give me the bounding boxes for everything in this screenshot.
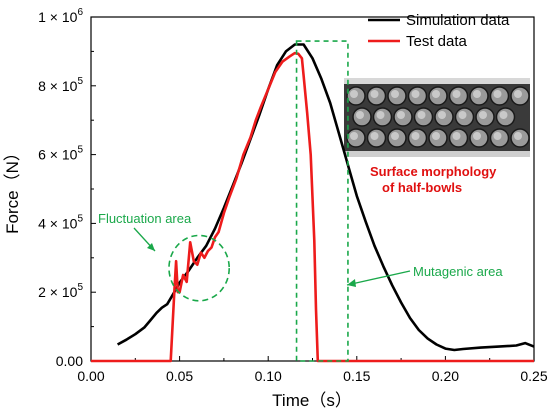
legend-label-test: Test data	[406, 33, 468, 50]
half-bowl-highlight	[356, 111, 364, 119]
half-bowl-highlight	[499, 111, 508, 119]
half-bowl-highlight	[350, 90, 358, 98]
y-tick-label: 0.00	[56, 353, 83, 369]
y-tick-label: 1 × 106	[38, 7, 83, 25]
mutagenic-arrow	[346, 270, 411, 286]
y-tick-mantissa: 4 × 10	[38, 215, 78, 231]
x-axis-label: Time（s）	[272, 391, 352, 410]
half-bowl-highlight	[370, 132, 379, 140]
y-tick-exponent: 5	[77, 145, 83, 156]
half-bowl-highlight	[432, 132, 440, 140]
y-tick-mantissa: 0.00	[56, 353, 83, 369]
half-bowl-highlight	[391, 132, 399, 140]
simulation-data-line	[116, 43, 535, 352]
y-tick-label: 4 × 105	[38, 213, 83, 231]
surface-morphology-label-line1: Surface morphology	[370, 164, 497, 179]
fluctuation-area-label: Fluctuation area	[98, 211, 192, 226]
half-bowl-highlight	[452, 90, 461, 98]
legend-label-simulation: Simulation data	[406, 12, 510, 29]
x-tick-label: 0.20	[432, 368, 459, 384]
half-bowl-highlight	[438, 111, 446, 119]
y-tick-mantissa: 2 × 10	[38, 284, 78, 300]
half-bowl-highlight	[493, 132, 502, 140]
y-tick-exponent: 5	[77, 282, 83, 293]
half-bowl-highlight	[350, 132, 358, 140]
fluctuation-area-ellipse	[168, 234, 231, 302]
half-bowl-highlight	[473, 90, 481, 98]
half-bowl-highlight	[397, 111, 405, 119]
y-tick-label: 8 × 105	[38, 76, 83, 94]
half-bowl-highlight	[473, 132, 481, 140]
legend: Simulation data Test data	[368, 12, 510, 50]
y-axis-label: Force（N）	[3, 144, 22, 234]
y-tick-exponent: 6	[77, 7, 83, 18]
y-tick-label: 6 × 105	[38, 145, 83, 163]
y-tick-exponent: 5	[77, 213, 83, 224]
half-bowl-highlight	[411, 132, 420, 140]
y-tick-mantissa: 8 × 10	[38, 78, 78, 94]
half-bowl-highlight	[493, 90, 502, 98]
half-bowl-highlight	[391, 90, 399, 98]
series-layer	[91, 43, 535, 363]
half-bowl-highlight	[417, 111, 426, 119]
y-tick-mantissa: 6 × 10	[38, 147, 78, 163]
half-bowl-highlight	[452, 132, 461, 140]
y-tick-mantissa: 1 × 10	[38, 9, 78, 25]
mutagenic-area-box	[295, 40, 349, 362]
x-tick-label: 0.10	[255, 368, 282, 384]
y-tick-label: 2 × 105	[38, 282, 83, 300]
x-tick-label: 0.00	[77, 368, 104, 384]
y-tick-exponent: 5	[77, 76, 83, 87]
half-bowl-highlight	[411, 90, 420, 98]
half-bowl-highlight	[514, 132, 522, 140]
half-bowl-highlight	[458, 111, 467, 119]
half-bowl-highlight	[370, 90, 379, 98]
half-bowl-highlight	[479, 111, 487, 119]
x-tick-label: 0.15	[343, 368, 370, 384]
surface-morphology-label-line2: of half-bowls	[382, 180, 462, 195]
mutagenic-arrowhead	[347, 279, 356, 287]
mutagenic-area-label: Mutagenic area	[413, 264, 503, 279]
half-bowl-highlight	[432, 90, 440, 98]
half-bowls-photo	[344, 78, 530, 157]
half-bowl-highlight	[376, 111, 385, 119]
half-bowl-highlight	[514, 90, 522, 98]
fluctuation-arrowhead	[147, 243, 155, 251]
test-data-line	[91, 51, 534, 363]
x-tick-label: 0.25	[520, 368, 547, 384]
x-tick-label: 0.05	[166, 368, 193, 384]
